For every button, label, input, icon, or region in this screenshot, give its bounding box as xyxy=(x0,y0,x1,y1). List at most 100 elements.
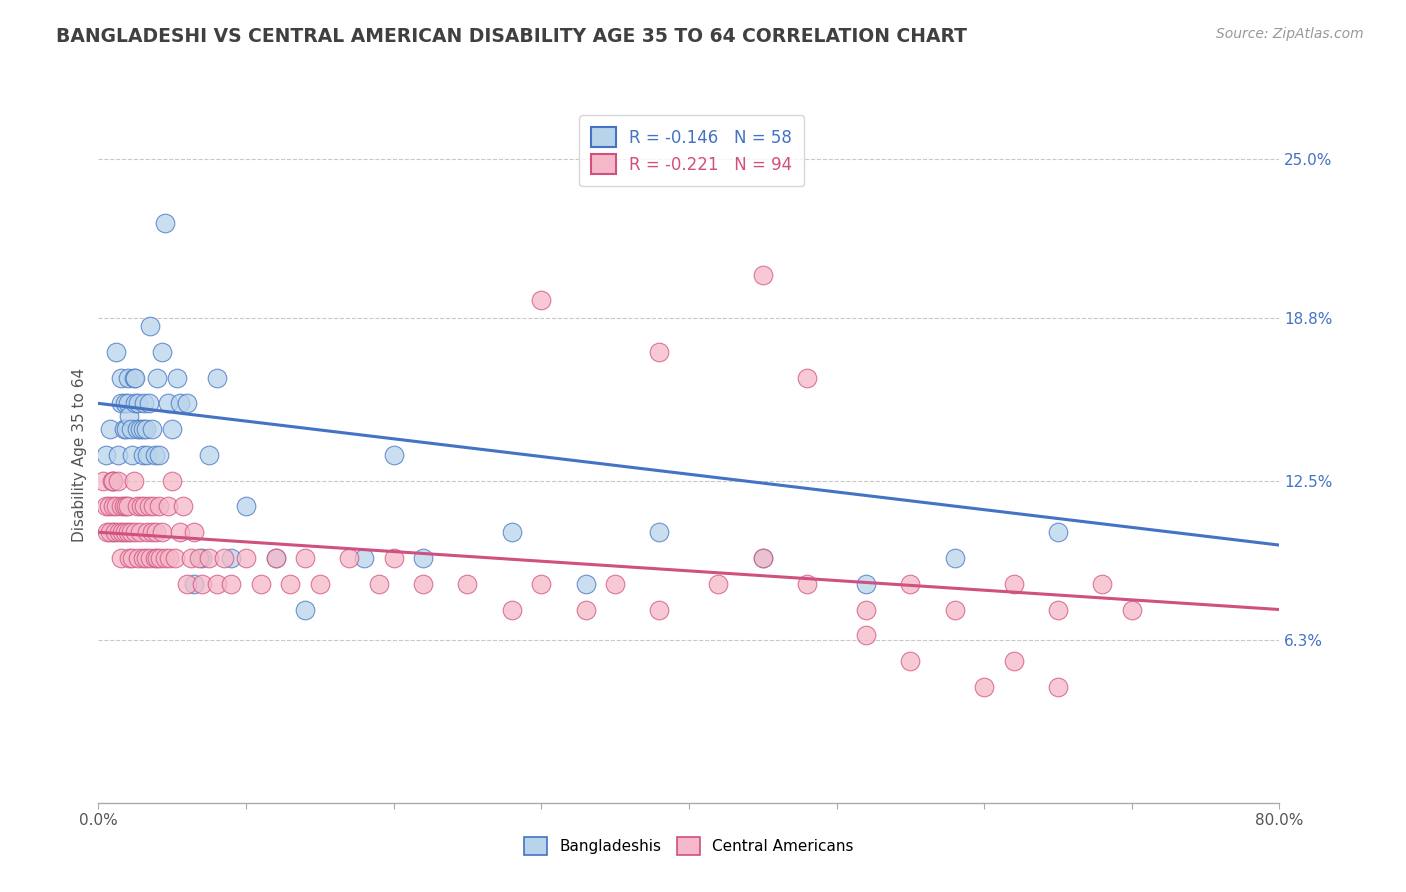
Point xyxy=(796,370,818,384)
Point xyxy=(117,525,139,540)
Legend: Bangladeshis, Central Americans: Bangladeshis, Central Americans xyxy=(519,830,859,862)
Point xyxy=(412,576,434,591)
Point xyxy=(187,551,209,566)
Point xyxy=(100,474,122,488)
Point xyxy=(221,551,243,566)
Point xyxy=(127,396,149,410)
Point xyxy=(1121,602,1143,616)
Point xyxy=(191,551,214,566)
Point xyxy=(368,576,391,591)
Point xyxy=(122,474,145,488)
Point xyxy=(575,602,598,616)
Point xyxy=(382,448,405,462)
Point xyxy=(108,525,131,540)
Point xyxy=(309,576,332,591)
Point xyxy=(105,344,128,359)
Point xyxy=(796,576,818,591)
Point xyxy=(114,525,136,540)
Point xyxy=(900,654,922,668)
Point xyxy=(198,448,221,462)
Point xyxy=(176,576,198,591)
Point xyxy=(530,293,553,308)
Point xyxy=(117,370,139,384)
Point xyxy=(501,602,523,616)
Point xyxy=(1002,576,1025,591)
Point xyxy=(183,525,205,540)
Point xyxy=(117,500,139,514)
Point xyxy=(128,422,150,436)
Point xyxy=(221,576,243,591)
Point xyxy=(162,474,183,488)
Point xyxy=(103,525,125,540)
Point xyxy=(103,474,125,488)
Point xyxy=(166,370,188,384)
Point xyxy=(145,525,167,540)
Point xyxy=(103,500,125,514)
Point xyxy=(98,525,121,540)
Point xyxy=(165,551,187,566)
Point xyxy=(97,500,120,514)
Point xyxy=(1091,576,1114,591)
Point xyxy=(250,576,273,591)
Point xyxy=(648,525,671,540)
Point xyxy=(146,370,169,384)
Point xyxy=(575,576,598,591)
Point xyxy=(752,551,775,566)
Point xyxy=(943,551,966,566)
Point xyxy=(457,576,479,591)
Point xyxy=(125,422,148,436)
Point xyxy=(648,602,671,616)
Point xyxy=(605,576,627,591)
Point xyxy=(121,448,143,462)
Point xyxy=(156,396,179,410)
Point xyxy=(156,500,179,514)
Point xyxy=(117,396,139,410)
Point xyxy=(98,422,121,436)
Point xyxy=(339,551,361,566)
Point xyxy=(142,500,165,514)
Point xyxy=(205,370,228,384)
Point xyxy=(143,448,166,462)
Point xyxy=(111,525,134,540)
Point xyxy=(855,602,877,616)
Point xyxy=(110,500,132,514)
Point xyxy=(176,396,198,410)
Point xyxy=(129,500,152,514)
Point xyxy=(900,576,922,591)
Point xyxy=(141,525,163,540)
Point xyxy=(172,500,194,514)
Point xyxy=(353,551,375,566)
Point xyxy=(143,551,166,566)
Point xyxy=(128,525,150,540)
Point xyxy=(146,551,169,566)
Point xyxy=(530,576,553,591)
Point xyxy=(943,602,966,616)
Point xyxy=(382,551,405,566)
Point xyxy=(124,525,146,540)
Point xyxy=(107,474,129,488)
Point xyxy=(96,525,118,540)
Point xyxy=(855,628,877,642)
Point xyxy=(138,500,160,514)
Point xyxy=(118,551,141,566)
Text: BANGLADESHI VS CENTRAL AMERICAN DISABILITY AGE 35 TO 64 CORRELATION CHART: BANGLADESHI VS CENTRAL AMERICAN DISABILI… xyxy=(56,27,967,45)
Point xyxy=(112,422,135,436)
Point xyxy=(1046,680,1070,694)
Point xyxy=(122,370,145,384)
Point xyxy=(148,500,170,514)
Point xyxy=(110,370,132,384)
Point xyxy=(94,448,117,462)
Point xyxy=(412,551,434,566)
Point xyxy=(114,396,136,410)
Point xyxy=(1046,525,1070,540)
Point xyxy=(973,680,995,694)
Point xyxy=(136,525,159,540)
Point xyxy=(124,396,146,410)
Point xyxy=(264,551,287,566)
Point xyxy=(294,551,316,566)
Point xyxy=(162,422,183,436)
Point xyxy=(127,551,149,566)
Point xyxy=(118,409,141,424)
Point xyxy=(205,576,228,591)
Point xyxy=(198,551,221,566)
